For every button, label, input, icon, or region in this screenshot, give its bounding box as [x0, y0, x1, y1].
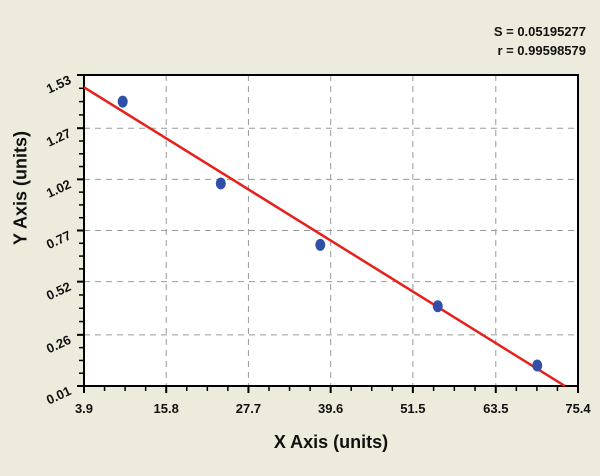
fit-statistics: S = 0.05195277 r = 0.99598579: [494, 22, 586, 60]
x-tick-label: 63.5: [483, 401, 508, 416]
data-point: [432, 300, 443, 313]
axes: [77, 74, 579, 393]
y-tick-label: 0.52: [44, 279, 73, 303]
y-axis-label: Y Axis (units): [10, 130, 31, 245]
y-tick-label: 1.27: [44, 125, 73, 149]
x-axis-label: X Axis (units): [273, 432, 389, 452]
data-point: [215, 177, 226, 190]
data-point: [315, 238, 326, 251]
x-tick-label: 39.6: [318, 401, 343, 416]
y-tick-label: 1.53: [44, 72, 73, 96]
x-tick-label: 75.4: [565, 401, 591, 416]
x-tick-label: 51.5: [400, 401, 425, 416]
data-series: [83, 86, 566, 388]
fit-line: [83, 86, 566, 388]
plot-frame: [83, 74, 579, 387]
y-tick-label: 0.77: [44, 228, 73, 252]
y-tick-label: 1.02: [44, 176, 73, 200]
grid-lines: [84, 75, 578, 386]
x-tick-label: 3.9: [75, 401, 93, 416]
y-tick-label: 0.26: [44, 332, 73, 356]
s-value: S = 0.05195277: [493, 24, 586, 39]
x-tick-label: 27.7: [236, 401, 261, 416]
r-value: r = 0.99598579: [497, 43, 586, 58]
y-tick-label: 0.01: [44, 383, 73, 407]
data-point: [117, 95, 128, 108]
data-point: [532, 359, 543, 372]
x-tick-label: 15.8: [154, 401, 179, 416]
